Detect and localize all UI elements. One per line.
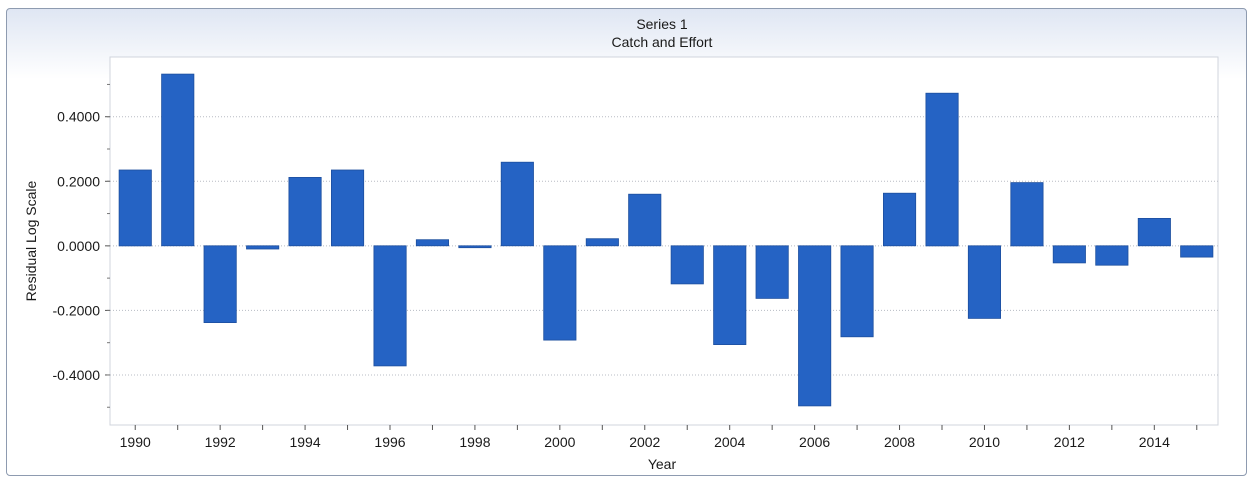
y-tick-label: 0.0000 — [57, 238, 100, 254]
bar-2009 — [925, 92, 959, 247]
x-axis-ticks: 1990 1992 1994 1996 1998 2000 2002 2004 2006 2008… — [120, 425, 1198, 450]
y-tick-label: -0.2000 — [53, 302, 101, 318]
x-tick-label: 2010 — [969, 434, 1000, 450]
bar-2008 — [883, 192, 917, 247]
y-tick-label: -0.4000 — [53, 367, 101, 383]
bar-2005 — [755, 245, 789, 299]
bar-1993 — [246, 245, 280, 250]
bars — [118, 73, 1214, 407]
bar-1994 — [288, 176, 322, 247]
y-axis-label: Residual Log Scale — [23, 180, 39, 301]
bar-2010 — [967, 245, 1001, 319]
x-axis-label: Year — [648, 456, 677, 472]
bar-1995 — [330, 169, 365, 247]
bar-2013 — [1095, 245, 1129, 266]
bar-1997 — [415, 239, 449, 247]
bar-1996 — [373, 245, 407, 367]
x-tick-label: 1990 — [120, 434, 151, 450]
x-tick-label: 1998 — [459, 434, 490, 450]
x-tick-label: 1992 — [205, 434, 236, 450]
bar-2012 — [1052, 245, 1086, 264]
x-tick-label: 2014 — [1139, 434, 1170, 450]
bar-1991 — [161, 73, 195, 247]
x-tick-label: 2006 — [799, 434, 830, 450]
bar-2006 — [798, 245, 832, 407]
y-axis-ticks: 0.4000 0.2000 0.0000 -0.2000 -0.4000 — [53, 83, 110, 408]
bar-2007 — [840, 245, 874, 338]
bar-1999 — [500, 161, 534, 247]
bar-2002 — [628, 193, 662, 247]
bar-1990 — [118, 169, 152, 247]
bar-2015 — [1180, 245, 1214, 258]
x-tick-label: 2000 — [544, 434, 575, 450]
x-tick-label: 2012 — [1054, 434, 1085, 450]
y-tick-label: 0.2000 — [57, 173, 100, 189]
bar-1998 — [458, 245, 492, 249]
bar-2003 — [670, 245, 704, 285]
bar-1992 — [203, 245, 237, 324]
bar-2000 — [543, 245, 577, 341]
chart-subtitle: Catch and Effort — [612, 34, 713, 50]
x-tick-label: 2002 — [629, 434, 660, 450]
x-tick-label: 1994 — [289, 434, 320, 450]
x-tick-label: 1996 — [374, 434, 405, 450]
x-tick-label: 2004 — [714, 434, 745, 450]
bar-2001 — [585, 238, 619, 247]
y-tick-label: 0.4000 — [57, 109, 100, 125]
bar-2014 — [1137, 217, 1171, 247]
plot-area — [109, 56, 1219, 426]
chart-title: Series 1 — [636, 16, 688, 32]
bar-2011 — [1010, 182, 1044, 247]
x-tick-label: 2008 — [884, 434, 915, 450]
bar-2004 — [713, 245, 747, 346]
